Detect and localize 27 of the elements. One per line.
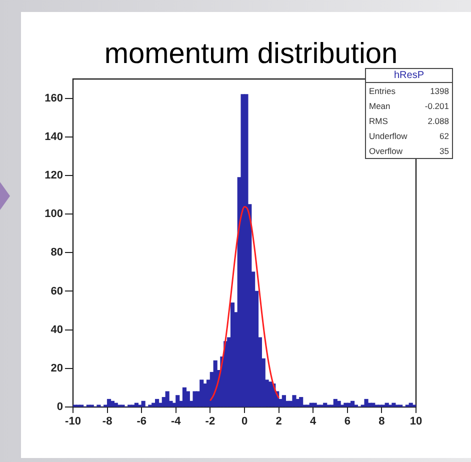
text: Overflow 35 [369,146,449,156]
x-tick-label: 8 [378,416,385,428]
text: Underflow 62 [369,130,449,140]
x-tick-label: -4 [171,416,182,428]
x-tick-label: -2 [205,416,216,428]
x-tick-label: 0 [241,416,248,428]
x-tick-label: 2 [276,416,282,428]
text: Entries 1398 [369,86,449,96]
x-tick-label: -10 [65,416,81,428]
text: RMS 2.088 [369,116,449,126]
y-tick-label: 20 [50,362,63,374]
y-tick-label: 0 [56,401,63,414]
y-tick-label: 40 [50,324,63,336]
x-tick-label: 4 [310,416,318,428]
y-tick-label: 60 [50,285,63,298]
text: Mean -0.201 [369,100,449,110]
chart-title: momentum distribution [103,37,399,70]
y-tick-label: 120 [44,170,63,182]
y-tick-label: 100 [44,208,63,220]
y-tick-label: 160 [44,92,63,104]
y-tick-label: 140 [44,130,63,143]
y-tick-label: 80 [50,246,63,259]
x-tick-label: -8 [102,416,112,428]
x-tick-label: 10 [410,416,422,428]
x-tick-label: -6 [136,416,146,428]
annotation: hResP [366,69,452,83]
x-tick-label: 6 [344,416,350,428]
